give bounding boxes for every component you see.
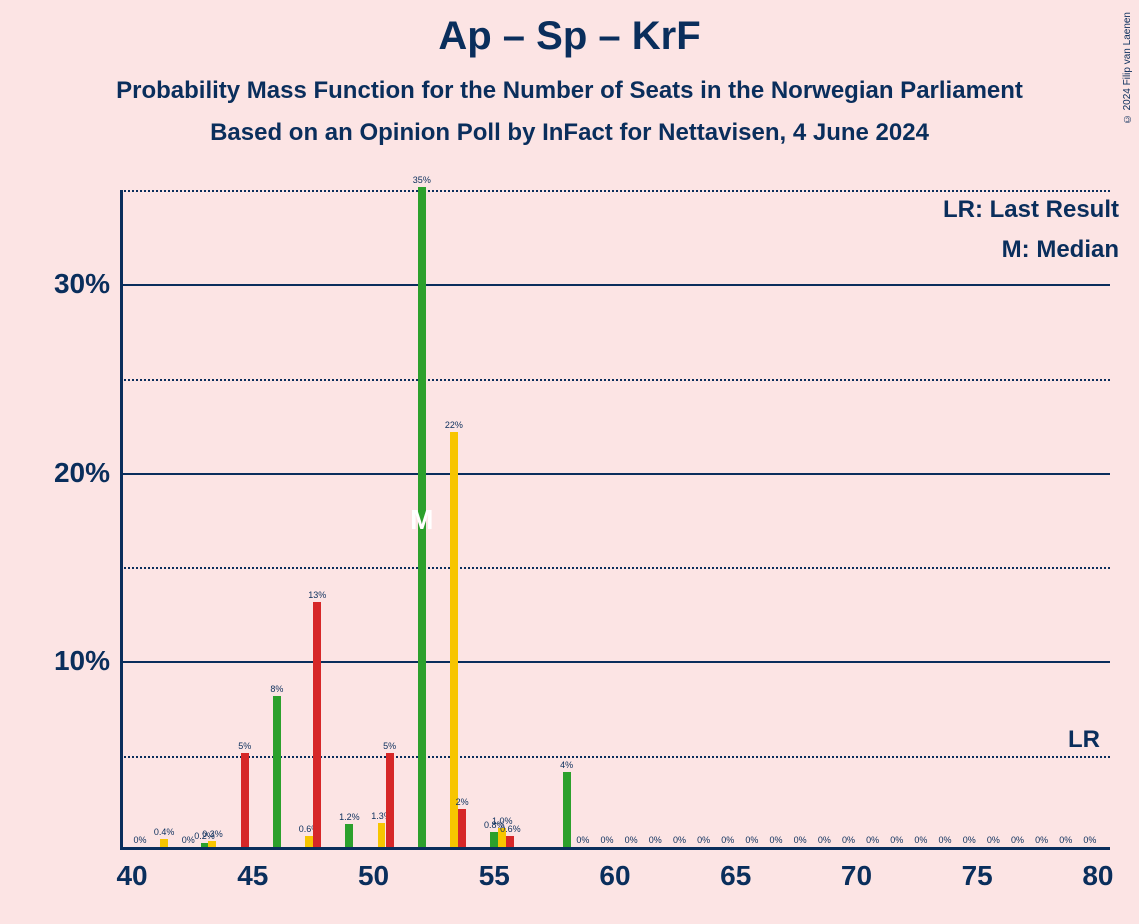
x-tick-label: 80 [1082,860,1113,892]
bar: 1.3% [378,823,386,848]
bar-value-label: 0% [1083,835,1096,847]
bar: 0.2% [201,843,209,847]
legend-last-result: LR: Last Result [943,196,1119,224]
bar-value-label: 0% [866,835,879,847]
x-axis [120,847,1110,850]
bar-value-label: 0% [745,835,758,847]
gridline-minor [120,756,1110,758]
bar: 0.8% [490,832,498,847]
bar-value-label: 0% [818,835,831,847]
median-marker: M [410,504,433,536]
x-tick-label: 45 [237,860,268,892]
chart-subtitle-2: Based on an Opinion Poll by InFact for N… [0,105,1139,147]
y-tick-label: 20% [40,457,110,489]
x-tick-label: 70 [841,860,872,892]
bar-value-label: 0% [939,835,952,847]
legend-median: M: Median [1002,236,1119,264]
bar-value-label: 13% [308,590,326,602]
bar-value-label: 0% [987,835,1000,847]
chart-title: Ap – Sp – KrF [0,0,1139,59]
bar-value-label: 0% [673,835,686,847]
bar-value-label: 5% [383,741,396,753]
y-tick-label: 30% [40,268,110,300]
bar-value-label: 0% [649,835,662,847]
gridline-major [120,473,1110,475]
bar-value-label: 0% [963,835,976,847]
bar: 2% [458,809,466,847]
bar-value-label: 0% [182,835,195,847]
x-tick-label: 40 [116,860,147,892]
copyright-label: © 2024 Filip van Laenen [1122,12,1133,124]
bar-value-label: 0% [1035,835,1048,847]
bar-value-label: 0% [842,835,855,847]
plot-area: 10%20%30%4045505560657075800%0.4%0%0.2%0… [120,190,1110,850]
bar-value-label: 35% [413,175,431,187]
x-tick-label: 50 [358,860,389,892]
gridline-major [120,284,1110,286]
gridline-minor [120,190,1110,192]
gridline-major [120,661,1110,663]
chart-subtitle-1: Probability Mass Function for the Number… [0,59,1139,105]
bar-value-label: 1.2% [339,812,360,824]
x-tick-label: 60 [599,860,630,892]
bar: 4% [563,772,571,847]
x-tick-label: 75 [962,860,993,892]
bar: 22% [450,432,458,847]
gridline-minor [120,379,1110,381]
bar-value-label: 0% [914,835,927,847]
lr-axis-label: LR [1068,726,1100,754]
bar: 5% [241,753,249,847]
bar-value-label: 0% [601,835,614,847]
chart-canvas: Ap – Sp – KrF Probability Mass Function … [0,0,1139,924]
bar-value-label: 0.3% [202,829,223,841]
bar-value-label: 0% [134,835,147,847]
bar-value-label: 0% [697,835,710,847]
bar-value-label: 4% [560,760,573,772]
bar-value-label: 0.4% [154,827,175,839]
bar-value-label: 8% [270,684,283,696]
bar-value-label: 0% [625,835,638,847]
bar: 0.4% [160,839,168,847]
bar: 0.6% [305,836,313,847]
bar-value-label: 0% [890,835,903,847]
bar-value-label: 0% [770,835,783,847]
gridline-minor [120,567,1110,569]
bar-value-label: 0% [1011,835,1024,847]
bar: 5% [386,753,394,847]
bar-value-label: 0.6% [500,824,521,836]
bar-value-label: 0% [1059,835,1072,847]
bar: 0.3% [208,841,216,847]
bar-value-label: 0% [794,835,807,847]
bar: 13% [313,602,321,847]
bar: 8% [273,696,281,847]
bar-value-label: 2% [456,797,469,809]
bar: 0.6% [506,836,514,847]
bar-value-label: 22% [445,420,463,432]
bar-value-label: 0% [721,835,734,847]
x-tick-label: 65 [720,860,751,892]
bar-value-label: 0% [576,835,589,847]
bar-value-label: 5% [238,741,251,753]
x-tick-label: 55 [479,860,510,892]
bar: 1.2% [345,824,353,847]
y-axis [120,190,123,850]
y-tick-label: 10% [40,645,110,677]
